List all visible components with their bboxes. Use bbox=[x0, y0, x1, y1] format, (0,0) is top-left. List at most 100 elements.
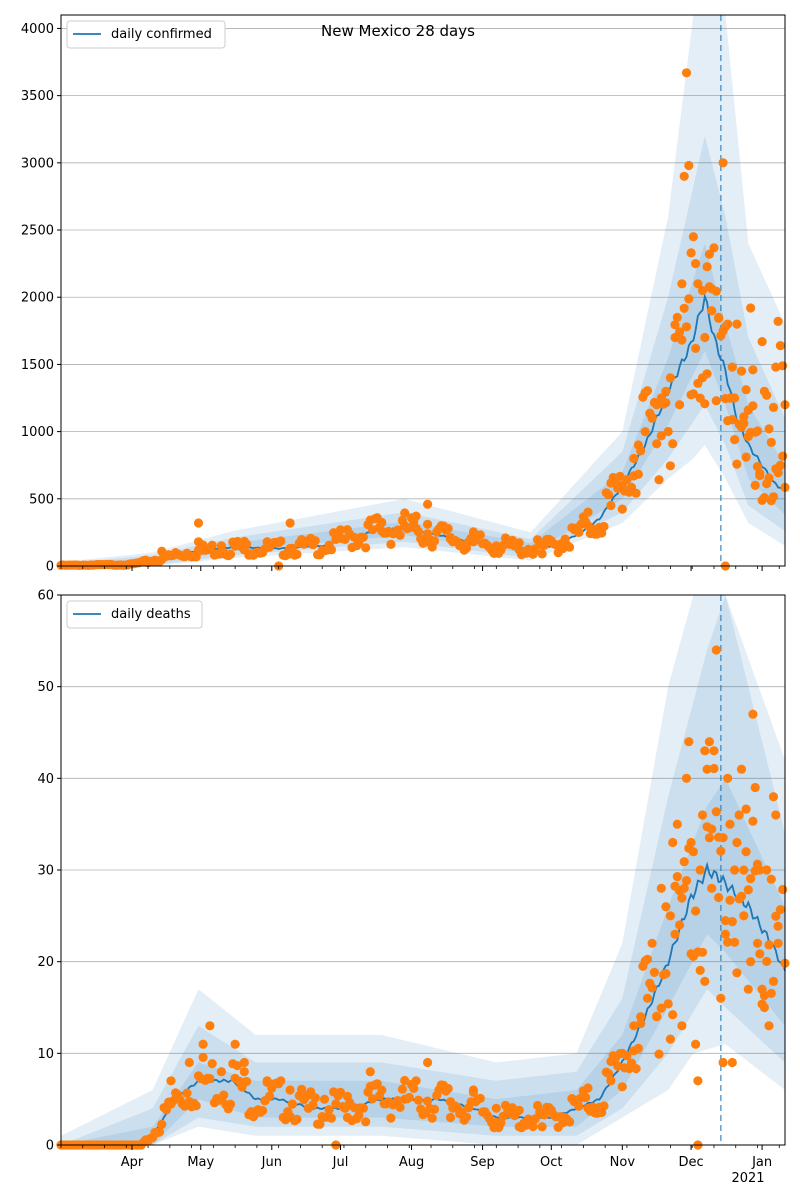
y-tick-label: 1500 bbox=[21, 358, 54, 373]
confirmed-panel: 0 500 1000 1500 2000 2500 3000 3500 4000 daily c… bbox=[21, 14, 790, 575]
observed-point bbox=[468, 1087, 478, 1097]
observed-point bbox=[397, 515, 407, 526]
confirmed-x-axis bbox=[60, 566, 780, 571]
observed-point bbox=[695, 865, 705, 875]
observed-point bbox=[297, 1084, 307, 1094]
observed-point bbox=[727, 362, 737, 372]
observed-point bbox=[773, 468, 783, 478]
observed-point bbox=[574, 1101, 584, 1111]
observed-point bbox=[748, 709, 758, 719]
observed-point bbox=[205, 1021, 215, 1031]
observed-point bbox=[709, 243, 719, 253]
observed-point bbox=[734, 810, 744, 820]
observed-point bbox=[714, 313, 724, 323]
y-tick-label: 30 bbox=[37, 864, 54, 879]
y-tick-label: 4000 bbox=[21, 22, 54, 37]
observed-point bbox=[642, 954, 653, 964]
confidence-band bbox=[61, 15, 785, 566]
observed-point bbox=[207, 1059, 217, 1069]
observed-point bbox=[681, 68, 692, 78]
observed-point bbox=[423, 1096, 433, 1106]
observed-point bbox=[702, 262, 712, 272]
confidence-band bbox=[61, 243, 785, 566]
observed-point bbox=[675, 400, 685, 410]
observed-point bbox=[775, 341, 786, 351]
x-tick-label: May bbox=[187, 1155, 214, 1170]
observed-point bbox=[693, 279, 703, 289]
observed-point bbox=[372, 1079, 382, 1089]
observed-point bbox=[773, 316, 783, 326]
observed-point bbox=[711, 807, 721, 817]
observed-point bbox=[741, 847, 751, 857]
y-tick-label: 0 bbox=[46, 1139, 54, 1154]
observed-point bbox=[599, 1101, 609, 1111]
x-tick-label: Nov bbox=[610, 1155, 636, 1170]
observed-point bbox=[319, 1094, 330, 1104]
observed-point bbox=[191, 1101, 201, 1111]
observed-point bbox=[565, 542, 575, 552]
observed-point bbox=[714, 892, 724, 903]
observed-point bbox=[652, 439, 662, 449]
observed-point bbox=[677, 893, 687, 903]
observed-point bbox=[565, 1117, 575, 1127]
observed-point bbox=[331, 1099, 341, 1109]
observed-point bbox=[736, 764, 747, 774]
observed-point bbox=[707, 883, 717, 893]
observed-point bbox=[647, 938, 657, 948]
observed-point bbox=[755, 470, 765, 481]
observed-point bbox=[679, 171, 689, 181]
observed-point bbox=[732, 319, 742, 329]
observed-point bbox=[739, 865, 749, 875]
observed-point bbox=[741, 452, 751, 462]
observed-point bbox=[766, 437, 776, 447]
observed-point bbox=[285, 518, 295, 528]
x-tick-label: Aug bbox=[399, 1155, 424, 1170]
observed-point bbox=[778, 884, 788, 895]
observed-point bbox=[640, 427, 650, 437]
observed-point bbox=[622, 1051, 632, 1061]
observed-point bbox=[166, 1076, 176, 1086]
observed-point bbox=[764, 940, 774, 950]
observed-point bbox=[631, 488, 641, 498]
observed-point bbox=[720, 929, 731, 939]
observed-point bbox=[778, 451, 788, 461]
observed-point bbox=[691, 906, 701, 916]
observed-point bbox=[732, 837, 742, 848]
observed-point bbox=[661, 969, 671, 979]
y-tick-label: 60 bbox=[37, 589, 54, 604]
observed-point bbox=[429, 536, 440, 546]
observed-point bbox=[656, 883, 666, 893]
observed-point bbox=[675, 920, 685, 930]
observed-point bbox=[750, 480, 760, 490]
observed-point bbox=[633, 1043, 644, 1053]
observed-point bbox=[368, 525, 378, 535]
observed-point bbox=[768, 976, 779, 987]
observed-point bbox=[377, 1085, 387, 1095]
observed-point bbox=[752, 938, 763, 948]
observed-point bbox=[574, 527, 584, 538]
observed-point bbox=[684, 160, 694, 171]
observed-point bbox=[663, 999, 673, 1009]
observed-point bbox=[242, 1076, 252, 1087]
observed-point bbox=[768, 492, 779, 502]
observed-point bbox=[775, 460, 786, 470]
observed-point bbox=[528, 1121, 538, 1132]
deaths-legend-label: daily deaths bbox=[111, 607, 191, 622]
observed-point bbox=[411, 511, 421, 521]
y-tick-label: 1000 bbox=[21, 425, 54, 440]
observed-point bbox=[287, 1099, 297, 1109]
y-tick-label: 2500 bbox=[21, 224, 54, 239]
observed-point bbox=[762, 390, 772, 400]
observed-point bbox=[475, 530, 485, 540]
observed-point bbox=[365, 1067, 375, 1077]
observed-point bbox=[242, 539, 252, 549]
observed-point bbox=[617, 504, 627, 514]
y-tick-label: 500 bbox=[29, 492, 54, 507]
observed-point bbox=[429, 1104, 440, 1114]
observed-point bbox=[764, 424, 774, 434]
deaths-y-axis: 0 10 20 30 40 50 60 bbox=[37, 589, 61, 1154]
observed-point bbox=[310, 536, 320, 546]
observed-point bbox=[768, 792, 779, 802]
observed-point bbox=[400, 1075, 410, 1086]
observed-point bbox=[198, 1052, 208, 1062]
